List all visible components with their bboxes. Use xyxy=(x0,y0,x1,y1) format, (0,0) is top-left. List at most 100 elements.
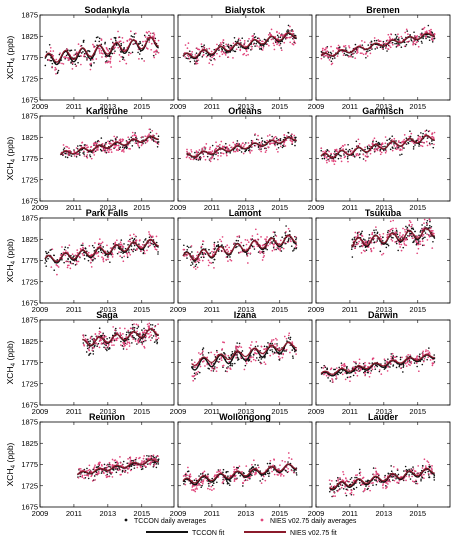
tccon-point xyxy=(422,132,424,135)
tccon-point xyxy=(386,139,388,142)
nies-point xyxy=(240,356,242,359)
nies-point xyxy=(430,28,432,31)
nies-point xyxy=(387,33,390,36)
nies-point xyxy=(357,138,360,141)
nies-point xyxy=(119,255,122,257)
nies-point xyxy=(143,331,146,334)
tccon-point xyxy=(190,264,192,267)
nies-point xyxy=(279,357,281,360)
tccon-point xyxy=(193,479,196,481)
nies-point xyxy=(386,39,389,42)
tccon-point xyxy=(123,243,125,245)
tccon-point xyxy=(125,147,128,150)
tccon-point xyxy=(90,65,93,67)
nies-point xyxy=(107,255,110,258)
nies-point xyxy=(429,143,431,146)
x-tick-label: 2011 xyxy=(66,509,82,518)
nies-point xyxy=(408,223,411,226)
tccon-point xyxy=(108,48,111,50)
tccon-point xyxy=(271,342,274,345)
nies-point xyxy=(343,152,345,155)
nies-point xyxy=(140,250,142,252)
nies-point xyxy=(244,238,247,241)
tccon-point xyxy=(387,358,389,360)
nies-point xyxy=(320,57,323,60)
tccon-point xyxy=(194,377,196,380)
tccon-point xyxy=(86,467,88,470)
tccon-point xyxy=(157,458,160,460)
tccon-point xyxy=(157,135,160,137)
nies-point xyxy=(344,155,347,158)
nies-point xyxy=(427,349,429,352)
tccon-point xyxy=(205,52,207,55)
tccon-point xyxy=(426,358,428,361)
nies-point xyxy=(115,339,117,341)
nies-point xyxy=(236,150,239,153)
nies-point xyxy=(324,54,327,57)
nies-point xyxy=(92,338,95,341)
tccon-point xyxy=(402,364,405,367)
tccon-point xyxy=(393,143,395,145)
nies-point xyxy=(402,234,404,236)
tccon-point xyxy=(433,37,435,40)
tccon-point xyxy=(123,47,125,49)
nies-point xyxy=(287,241,289,244)
nies-point xyxy=(148,30,150,33)
tccon-point xyxy=(121,469,124,472)
nies-point xyxy=(356,145,359,147)
tccon-point xyxy=(420,132,422,134)
tccon-point xyxy=(373,231,376,234)
tccon-point xyxy=(128,331,130,334)
tccon-point xyxy=(112,243,115,245)
nies-point xyxy=(132,327,135,330)
tccon-point xyxy=(103,463,106,466)
nies-point xyxy=(226,244,229,247)
tccon-point xyxy=(152,54,155,57)
tccon-point xyxy=(384,145,386,148)
nies-point xyxy=(289,238,292,241)
nies-point xyxy=(65,250,67,252)
tccon-point xyxy=(239,46,242,48)
nies-point xyxy=(121,140,124,142)
tccon-point xyxy=(320,50,323,53)
x-tick-label: 2009 xyxy=(32,407,49,416)
tccon-point xyxy=(208,485,210,487)
nies-point xyxy=(65,145,67,148)
nies-point xyxy=(356,235,359,237)
nies-point xyxy=(334,160,337,163)
nies-point xyxy=(75,51,78,54)
x-tick-label: 2013 xyxy=(376,407,393,416)
nies-point xyxy=(395,227,397,230)
tccon-point xyxy=(191,359,193,361)
nies-point xyxy=(424,31,427,33)
tccon-point xyxy=(405,137,408,140)
tccon-points xyxy=(44,235,159,272)
nies-point xyxy=(126,471,129,474)
tccon-point xyxy=(117,247,120,249)
tccon-point xyxy=(195,479,198,482)
nies-point xyxy=(148,231,150,233)
nies-point xyxy=(369,152,372,155)
nies-point xyxy=(109,62,112,64)
nies-point xyxy=(221,250,224,252)
nies-point xyxy=(99,337,102,340)
tccon-point xyxy=(351,238,354,241)
nies-point xyxy=(83,477,85,480)
nies-point xyxy=(257,238,259,241)
tccon-point xyxy=(412,148,415,150)
nies-point xyxy=(92,346,94,349)
tccon-point xyxy=(114,39,117,42)
nies-point xyxy=(190,150,193,153)
nies-point xyxy=(120,344,122,346)
nies-point xyxy=(117,46,120,49)
tccon-point xyxy=(127,338,130,341)
tccon-point xyxy=(387,244,390,247)
nies-point xyxy=(153,464,155,467)
tccon-point xyxy=(395,140,397,142)
tccon-point xyxy=(320,366,323,369)
tccon-point xyxy=(289,338,291,341)
tccon-point xyxy=(421,363,424,366)
nies-point xyxy=(222,341,224,343)
nies-point xyxy=(224,354,227,356)
